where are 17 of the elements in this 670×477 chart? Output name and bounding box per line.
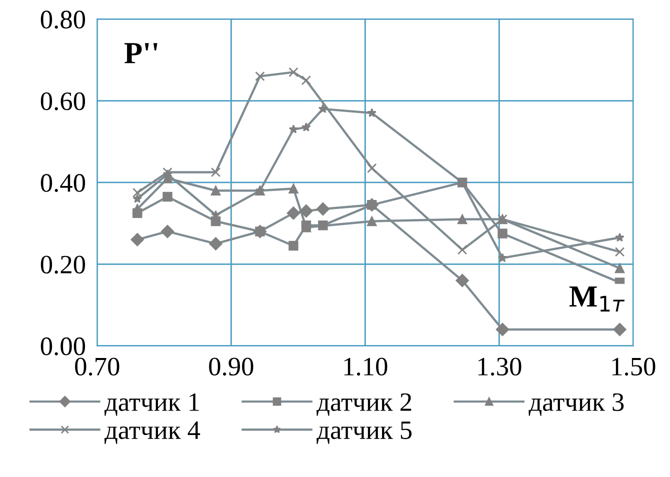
y-tick-label: 0.00 — [40, 337, 86, 356]
y-tick-label: 0.20 — [40, 256, 86, 274]
x-tick-label: 1.30 — [478, 358, 522, 376]
legend-label: датчик 5 — [316, 422, 412, 444]
x-tick-label: 1.10 — [344, 358, 388, 376]
legend-label: датчик 1 — [104, 393, 199, 416]
x-tick-label: 1.50 — [612, 358, 656, 376]
x-tick-label: 0.70 — [75, 358, 120, 376]
legend-label: датчик 4 — [104, 421, 200, 444]
x-tick-label: 0.90 — [209, 358, 254, 376]
y-axis-title: P'' — [124, 43, 158, 64]
legend-label: датчик 3 — [528, 393, 624, 416]
legend-label: датчик 2 — [316, 393, 412, 416]
x-axis-title: M$_{1т}$ — [569, 286, 625, 312]
y-tick-label: 0.60 — [40, 92, 86, 110]
y-tick-label: 0.80 — [40, 10, 86, 29]
y-tick-label: 0.40 — [40, 174, 86, 192]
